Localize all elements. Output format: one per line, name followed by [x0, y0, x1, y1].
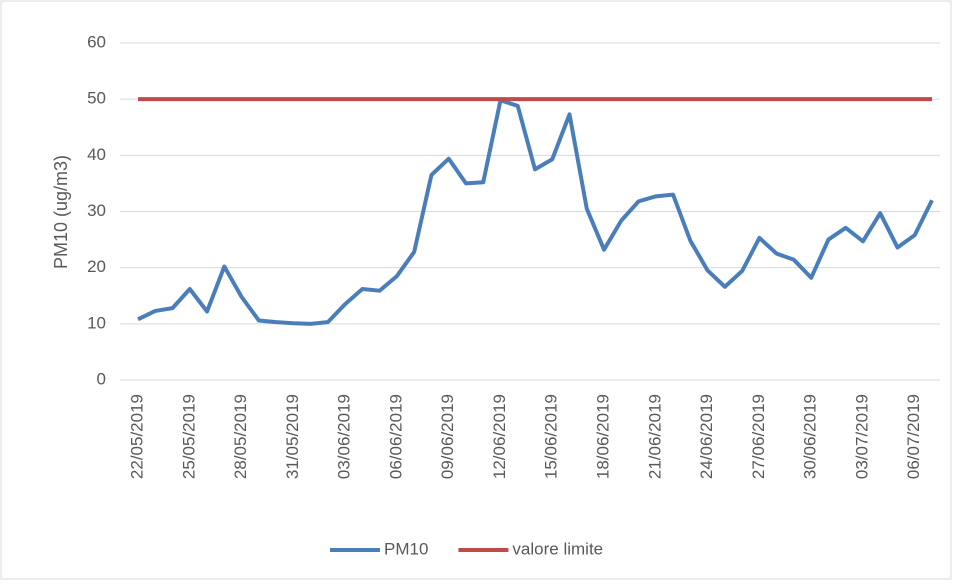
y-tick-label: 10 [87, 313, 106, 332]
x-tick-label: 12/06/2019 [490, 394, 509, 479]
y-tick-label: 40 [87, 145, 106, 164]
x-tick-label: 21/06/2019 [645, 394, 664, 479]
x-tick-label: 18/06/2019 [594, 394, 613, 479]
x-tick-label: 31/05/2019 [283, 394, 302, 479]
x-tick-label: 25/05/2019 [179, 394, 198, 479]
x-tick-label: 28/05/2019 [231, 394, 250, 479]
x-tick-label: 06/06/2019 [386, 394, 405, 479]
x-tick-label: 30/06/2019 [801, 394, 820, 479]
x-tick-label: 03/07/2019 [852, 394, 871, 479]
y-tick-label: 30 [87, 201, 106, 220]
y-tick-label: 0 [97, 369, 106, 388]
legend-label: PM10 [384, 539, 428, 558]
y-tick-label: 20 [87, 257, 106, 276]
legend-label: valore limite [512, 539, 603, 558]
y-tick-label: 60 [87, 32, 106, 51]
x-tick-label: 22/05/2019 [127, 394, 146, 479]
x-tick-label: 24/06/2019 [697, 394, 716, 479]
x-tick-label: 27/06/2019 [749, 394, 768, 479]
x-tick-label: 15/06/2019 [542, 394, 561, 479]
line-series [137, 98, 934, 326]
x-tick-label: 03/06/2019 [335, 394, 354, 479]
x-tick-label: 06/07/2019 [904, 394, 923, 479]
x-tick-label: 09/06/2019 [438, 394, 457, 479]
y-tick-label: 50 [87, 89, 106, 108]
y-axis-title: PM10 (ug/m3) [51, 155, 71, 269]
